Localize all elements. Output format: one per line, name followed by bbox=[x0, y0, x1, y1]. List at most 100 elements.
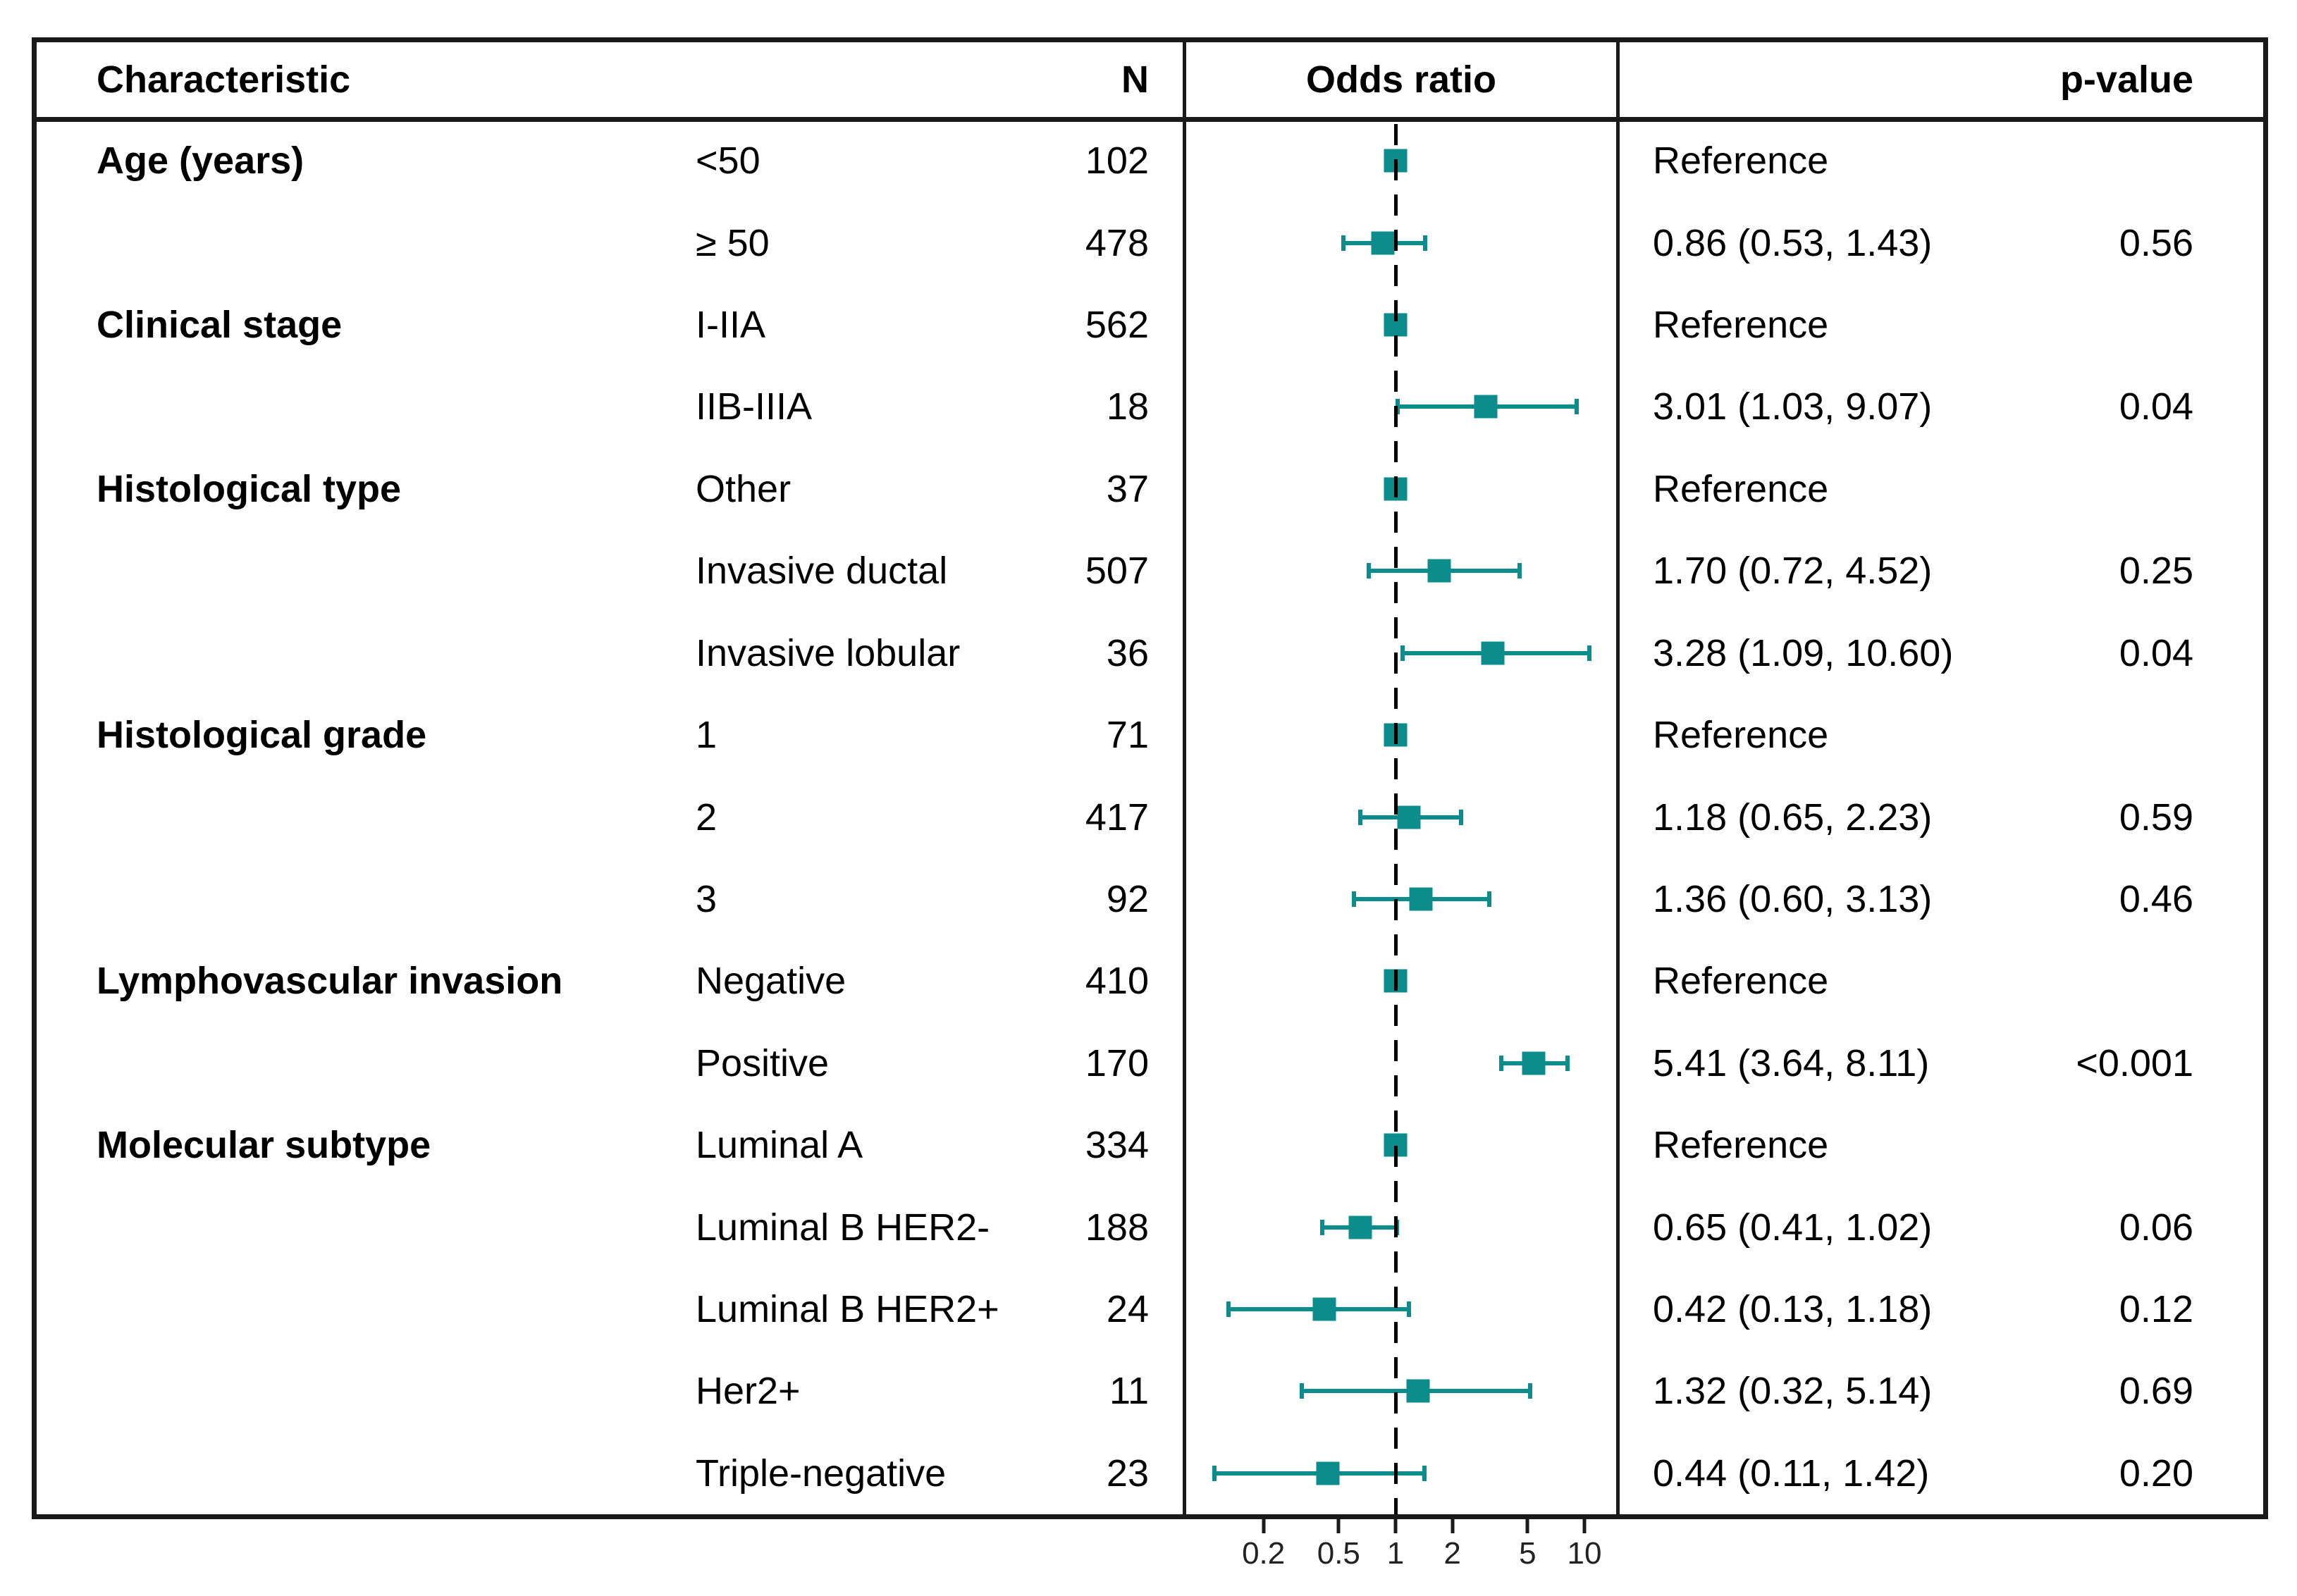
row-level-label: 3 bbox=[696, 877, 718, 920]
axis-tick bbox=[1451, 1519, 1455, 1533]
row-level-label: ≥ 50 bbox=[696, 221, 770, 264]
p-value: 0.69 bbox=[2119, 1370, 2193, 1413]
row-group-label: Age (years) bbox=[97, 140, 304, 183]
row-level-label: Her2+ bbox=[696, 1370, 801, 1413]
row-n-value: 170 bbox=[1085, 1041, 1149, 1084]
or-estimate-label: Reference bbox=[1653, 714, 1829, 757]
header-characteristic: Characteristic bbox=[97, 58, 351, 101]
header-separator-line bbox=[32, 117, 2268, 122]
ci-cap-right bbox=[1407, 1301, 1412, 1317]
ci-cap-left bbox=[1320, 1219, 1325, 1235]
or-estimate-label: Reference bbox=[1653, 1124, 1829, 1167]
or-marker bbox=[1474, 395, 1498, 419]
row-group-label: Clinical stage bbox=[97, 304, 343, 347]
row-level-label: Triple-negative bbox=[696, 1452, 947, 1495]
row-group-label: Lymphovascular invasion bbox=[97, 960, 563, 1003]
table-border-top bbox=[32, 37, 2268, 42]
ci-cap-right bbox=[1527, 1383, 1532, 1399]
row-n-value: 562 bbox=[1085, 304, 1149, 347]
or-estimate-label: 1.36 (0.60, 3.13) bbox=[1653, 877, 1933, 920]
row-n-value: 102 bbox=[1085, 140, 1149, 183]
ci-cap-left bbox=[1366, 563, 1371, 579]
ci-cap-left bbox=[1351, 891, 1356, 907]
ci-cap-right bbox=[1486, 891, 1491, 907]
axis-tick-label: 0.2 bbox=[1242, 1536, 1286, 1571]
row-group-label: Molecular subtype bbox=[97, 1124, 431, 1167]
axis-tick bbox=[1336, 1519, 1341, 1533]
or-estimate-label: 0.44 (0.11, 1.42) bbox=[1653, 1452, 1930, 1495]
ci-cap-left bbox=[1212, 1465, 1217, 1481]
axis-tick-label: 1 bbox=[1386, 1536, 1405, 1571]
header-n: N bbox=[1121, 58, 1149, 101]
row-level-label: Invasive lobular bbox=[696, 631, 961, 674]
p-value: 0.59 bbox=[2119, 796, 2193, 839]
or-estimate-label: Reference bbox=[1653, 304, 1829, 347]
ci-cap-right bbox=[1459, 809, 1464, 825]
or-marker bbox=[1397, 805, 1421, 829]
row-n-value: 188 bbox=[1085, 1206, 1149, 1249]
p-value: 0.20 bbox=[2119, 1452, 2193, 1495]
or-marker bbox=[1427, 559, 1451, 583]
row-n-value: 18 bbox=[1106, 385, 1149, 428]
axis-tick bbox=[1393, 1519, 1398, 1533]
row-n-value: 334 bbox=[1085, 1124, 1149, 1167]
ci-cap-right bbox=[1517, 563, 1522, 579]
axis-tick bbox=[1525, 1519, 1529, 1533]
ci-cap-right bbox=[1587, 645, 1591, 661]
or-estimate-label: 0.42 (0.13, 1.18) bbox=[1653, 1287, 1933, 1330]
header-p-value: p-value bbox=[2059, 58, 2193, 101]
ci-cap-left bbox=[1400, 645, 1405, 661]
divider-plot-pvalue bbox=[1616, 37, 1620, 1514]
axis-tick-label: 10 bbox=[1567, 1536, 1602, 1571]
ci-cap-left bbox=[1499, 1055, 1504, 1071]
divider-n-plot bbox=[1183, 37, 1186, 1514]
p-value: 0.46 bbox=[2119, 877, 2193, 920]
or-marker bbox=[1371, 231, 1395, 255]
row-n-value: 23 bbox=[1106, 1452, 1149, 1495]
or-marker bbox=[1409, 887, 1433, 911]
ci-cap-left bbox=[1396, 399, 1400, 415]
ci-cap-right bbox=[1422, 235, 1427, 251]
or-estimate-label: Reference bbox=[1653, 467, 1829, 510]
table-border-bottom-axis-line bbox=[32, 1514, 2268, 1519]
row-n-value: 11 bbox=[1109, 1370, 1149, 1413]
table-border-right bbox=[2263, 37, 2268, 1519]
row-n-value: 36 bbox=[1106, 631, 1149, 674]
or-marker bbox=[1348, 1215, 1372, 1239]
ci-cap-right bbox=[1422, 1465, 1427, 1481]
axis-tick-label: 5 bbox=[1519, 1536, 1537, 1571]
p-value: 0.12 bbox=[2119, 1287, 2193, 1330]
row-level-label: <50 bbox=[696, 140, 760, 183]
ci-cap-right bbox=[1574, 399, 1579, 415]
or-marker bbox=[1481, 641, 1505, 665]
ci-cap-right bbox=[1565, 1055, 1570, 1071]
or-estimate-label: 5.41 (3.64, 8.11) bbox=[1653, 1041, 1930, 1084]
row-level-label: Positive bbox=[696, 1041, 830, 1084]
axis-tick bbox=[1262, 1519, 1266, 1533]
ci-cap-left bbox=[1300, 1383, 1305, 1399]
ci-cap-left bbox=[1341, 235, 1346, 251]
or-estimate-label: 0.86 (0.53, 1.43) bbox=[1653, 221, 1933, 264]
row-group-label: Histological grade bbox=[97, 714, 427, 757]
row-level-label: Luminal B HER2- bbox=[696, 1206, 990, 1249]
row-level-label: Luminal B HER2+ bbox=[696, 1287, 999, 1330]
row-level-label: Negative bbox=[696, 960, 846, 1003]
p-value: 0.06 bbox=[2119, 1206, 2193, 1249]
row-level-label: Other bbox=[696, 467, 792, 510]
row-n-value: 71 bbox=[1106, 714, 1149, 757]
row-n-value: 507 bbox=[1085, 550, 1149, 593]
ci-cap-left bbox=[1226, 1301, 1231, 1317]
row-level-label: I-IIA bbox=[696, 304, 766, 347]
row-n-value: 37 bbox=[1106, 467, 1149, 510]
or-estimate-label: Reference bbox=[1653, 960, 1829, 1003]
row-n-value: 410 bbox=[1085, 960, 1149, 1003]
or-estimate-label: 1.18 (0.65, 2.23) bbox=[1653, 796, 1933, 839]
or-marker bbox=[1406, 1379, 1430, 1403]
or-marker bbox=[1316, 1461, 1340, 1485]
p-value: 0.56 bbox=[2119, 221, 2193, 264]
or-estimate-label: 1.70 (0.72, 4.52) bbox=[1653, 550, 1933, 593]
p-value: <0.001 bbox=[2076, 1041, 2193, 1084]
row-n-value: 417 bbox=[1085, 796, 1149, 839]
or-marker bbox=[1522, 1051, 1546, 1075]
